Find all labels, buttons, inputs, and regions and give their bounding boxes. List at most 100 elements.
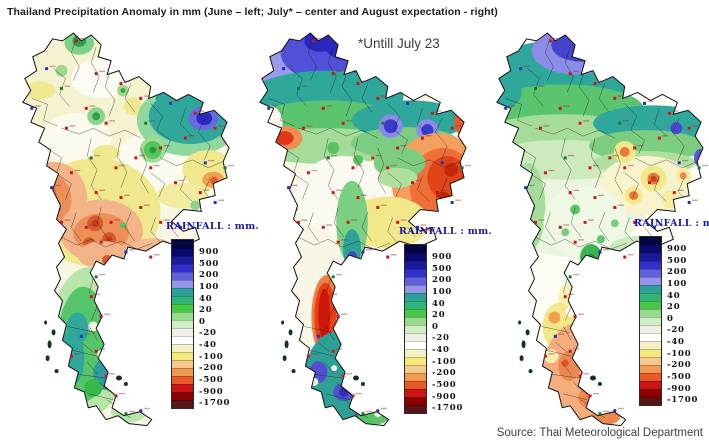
legend-color-band xyxy=(172,360,193,368)
station-marker xyxy=(618,121,622,125)
station-label-smudge xyxy=(563,224,570,226)
station-marker xyxy=(687,201,691,204)
station-marker xyxy=(563,156,567,160)
station-label-smudge xyxy=(355,164,362,167)
station-marker xyxy=(356,196,360,200)
legend-color-band xyxy=(405,405,426,413)
station-marker xyxy=(149,166,153,170)
legend-color-band xyxy=(172,400,193,408)
station-marker xyxy=(613,96,617,100)
station-label-smudge xyxy=(128,410,135,413)
legend-scale-value: -40 xyxy=(667,337,685,348)
station-label-smudge xyxy=(420,224,427,226)
station-label-smudge xyxy=(568,293,575,296)
legend-scale-value: -1700 xyxy=(199,398,231,409)
legend-scale-value: 500 xyxy=(199,258,220,269)
station-marker xyxy=(139,96,143,100)
station-marker xyxy=(94,72,98,76)
station-marker xyxy=(588,394,592,398)
station-marker xyxy=(543,171,547,175)
legend-color-band xyxy=(405,245,426,253)
station-label-smudge xyxy=(647,100,654,102)
station-marker xyxy=(608,156,612,160)
station-marker xyxy=(543,354,547,358)
station-label-smudge xyxy=(617,204,624,206)
station-label-smudge xyxy=(617,407,624,410)
legend-color-band xyxy=(172,264,193,272)
station-label-smudge xyxy=(435,110,442,112)
legend-scale-value: -500 xyxy=(667,372,692,383)
station-label-smudge xyxy=(104,239,111,241)
map-june xyxy=(22,32,235,427)
legend-color-band xyxy=(405,253,426,261)
legend-color-band xyxy=(640,397,661,405)
station-marker xyxy=(316,334,320,338)
station-marker xyxy=(411,181,414,185)
station-marker xyxy=(193,111,197,115)
station-marker xyxy=(213,126,217,130)
station-label-smudge xyxy=(375,154,382,157)
station-label-smudge xyxy=(143,204,150,206)
legend-scale-value: 200 xyxy=(667,267,688,278)
legend-june: RAINFALL : mm. 900 500 200 100 40 20 0 -20 -40 -1… xyxy=(166,221,259,409)
station-label-smudge xyxy=(588,219,594,221)
station-label-smudge xyxy=(425,135,432,137)
station-label-smudge xyxy=(597,80,604,82)
station-marker xyxy=(331,191,335,195)
station-label-smudge xyxy=(627,254,634,256)
station-label-smudge xyxy=(109,120,116,122)
station-markers xyxy=(504,37,709,416)
station-marker xyxy=(84,225,88,229)
map-panel-june xyxy=(2,29,235,435)
station-marker xyxy=(341,121,345,125)
legend-color-band xyxy=(172,344,193,352)
station-label-smudge xyxy=(662,135,669,137)
station-label-smudge xyxy=(99,189,106,192)
station-marker xyxy=(203,161,207,165)
legend-scale-value: -900 xyxy=(199,386,224,397)
station-label-smudge xyxy=(346,120,353,122)
station-marker xyxy=(306,171,310,175)
legend-color-band xyxy=(405,341,426,349)
legend-color-band xyxy=(172,384,193,392)
station-marker xyxy=(361,250,365,254)
station-marker xyxy=(174,181,177,185)
station-marker xyxy=(598,412,602,416)
station-marker xyxy=(420,136,424,140)
station-label-smudge xyxy=(548,169,555,172)
station-marker xyxy=(677,161,681,165)
station-label-smudge xyxy=(390,254,397,256)
legend-scale-value: -1700 xyxy=(432,403,464,414)
legend-color-band xyxy=(405,381,426,389)
station-label-smudge xyxy=(528,184,535,187)
station-label-smudge xyxy=(622,120,629,122)
map-august xyxy=(496,32,709,427)
legend-color-band xyxy=(405,309,426,317)
station-marker xyxy=(633,146,637,150)
station-marker xyxy=(149,255,153,259)
station-marker xyxy=(450,201,454,204)
until-july-annotation: *Untill July 23 xyxy=(358,36,440,51)
station-label-smudge xyxy=(271,105,278,107)
legend-color-band xyxy=(640,277,661,285)
legend-scale-value: -100 xyxy=(199,351,224,362)
legend-color-band xyxy=(405,325,426,333)
station-marker xyxy=(435,191,439,195)
station-marker xyxy=(139,205,143,209)
station-label-smudge xyxy=(602,249,609,251)
legend-color-band xyxy=(172,296,193,304)
station-marker xyxy=(321,106,325,110)
station-marker xyxy=(341,374,345,378)
legend-color-band xyxy=(405,285,426,293)
station-label-smudge xyxy=(355,392,362,395)
legend-color-band xyxy=(172,320,193,328)
station-marker xyxy=(139,409,143,413)
station-label-smudge xyxy=(74,169,81,172)
station-label-smudge xyxy=(291,184,298,187)
legend-color-band xyxy=(405,277,426,285)
station-label-smudge xyxy=(34,105,41,107)
station-marker xyxy=(460,166,464,170)
station-marker xyxy=(563,295,567,299)
legend-july: RAINFALL : mm. 900 500 200 100 40 20 0 -20 -40 -1… xyxy=(399,226,492,414)
station-label-smudge xyxy=(64,85,71,87)
